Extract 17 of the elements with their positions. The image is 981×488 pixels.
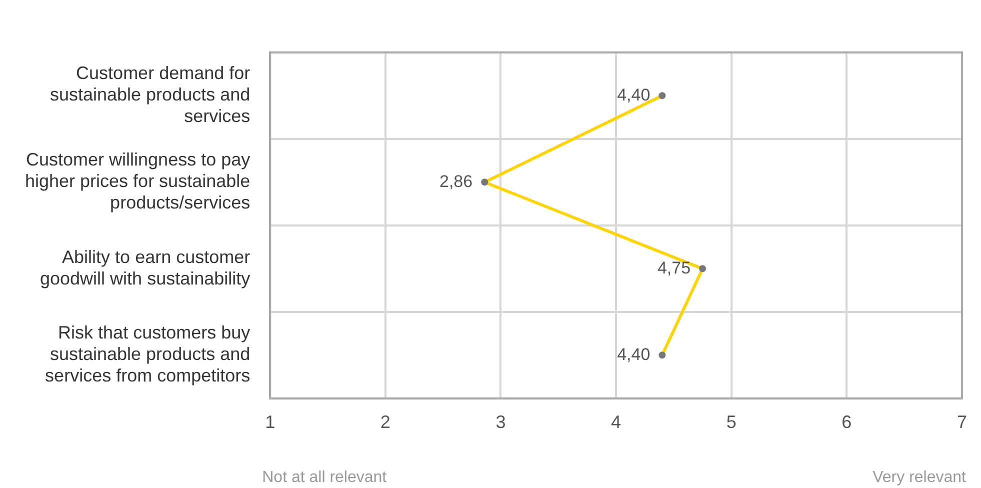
y-tick-label: Risk that customers buy sustainable products and services from competitors — [45, 322, 250, 386]
x-tick-label: 7 — [956, 412, 967, 432]
y-tick-label: Customer willingness to pay higher prices for sustainable products/services — [25, 150, 250, 213]
y-tick-label: Customer demand for sustainable products and services — [50, 63, 250, 126]
data-label: 4,75 — [657, 258, 691, 278]
x-tick-label: 6 — [842, 412, 852, 432]
x-tick-label: 5 — [726, 412, 736, 432]
data-label: 4,40 — [617, 344, 650, 364]
data-label: 4,40 — [617, 85, 650, 104]
x-tick-label: 4 — [611, 412, 622, 432]
text: Not at all relevant — [262, 469, 388, 486]
y-tick-label: Ability to earn customer goodwill with sustainability — [40, 246, 250, 288]
x-tick-label: 1 — [265, 412, 276, 432]
x-tick-label: 3 — [496, 412, 506, 432]
x-tick-label: 2 — [380, 412, 390, 432]
data-label: 2,86 — [440, 172, 473, 191]
text: Very relevant — [872, 469, 967, 486]
